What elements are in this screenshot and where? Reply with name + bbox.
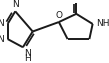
Text: N: N xyxy=(0,19,4,28)
Text: H: H xyxy=(24,54,31,63)
Text: O: O xyxy=(73,0,80,1)
Text: N: N xyxy=(12,0,19,9)
Text: N: N xyxy=(24,49,31,58)
Text: O: O xyxy=(55,11,62,20)
Text: NH: NH xyxy=(96,19,109,28)
Text: N: N xyxy=(0,35,4,44)
